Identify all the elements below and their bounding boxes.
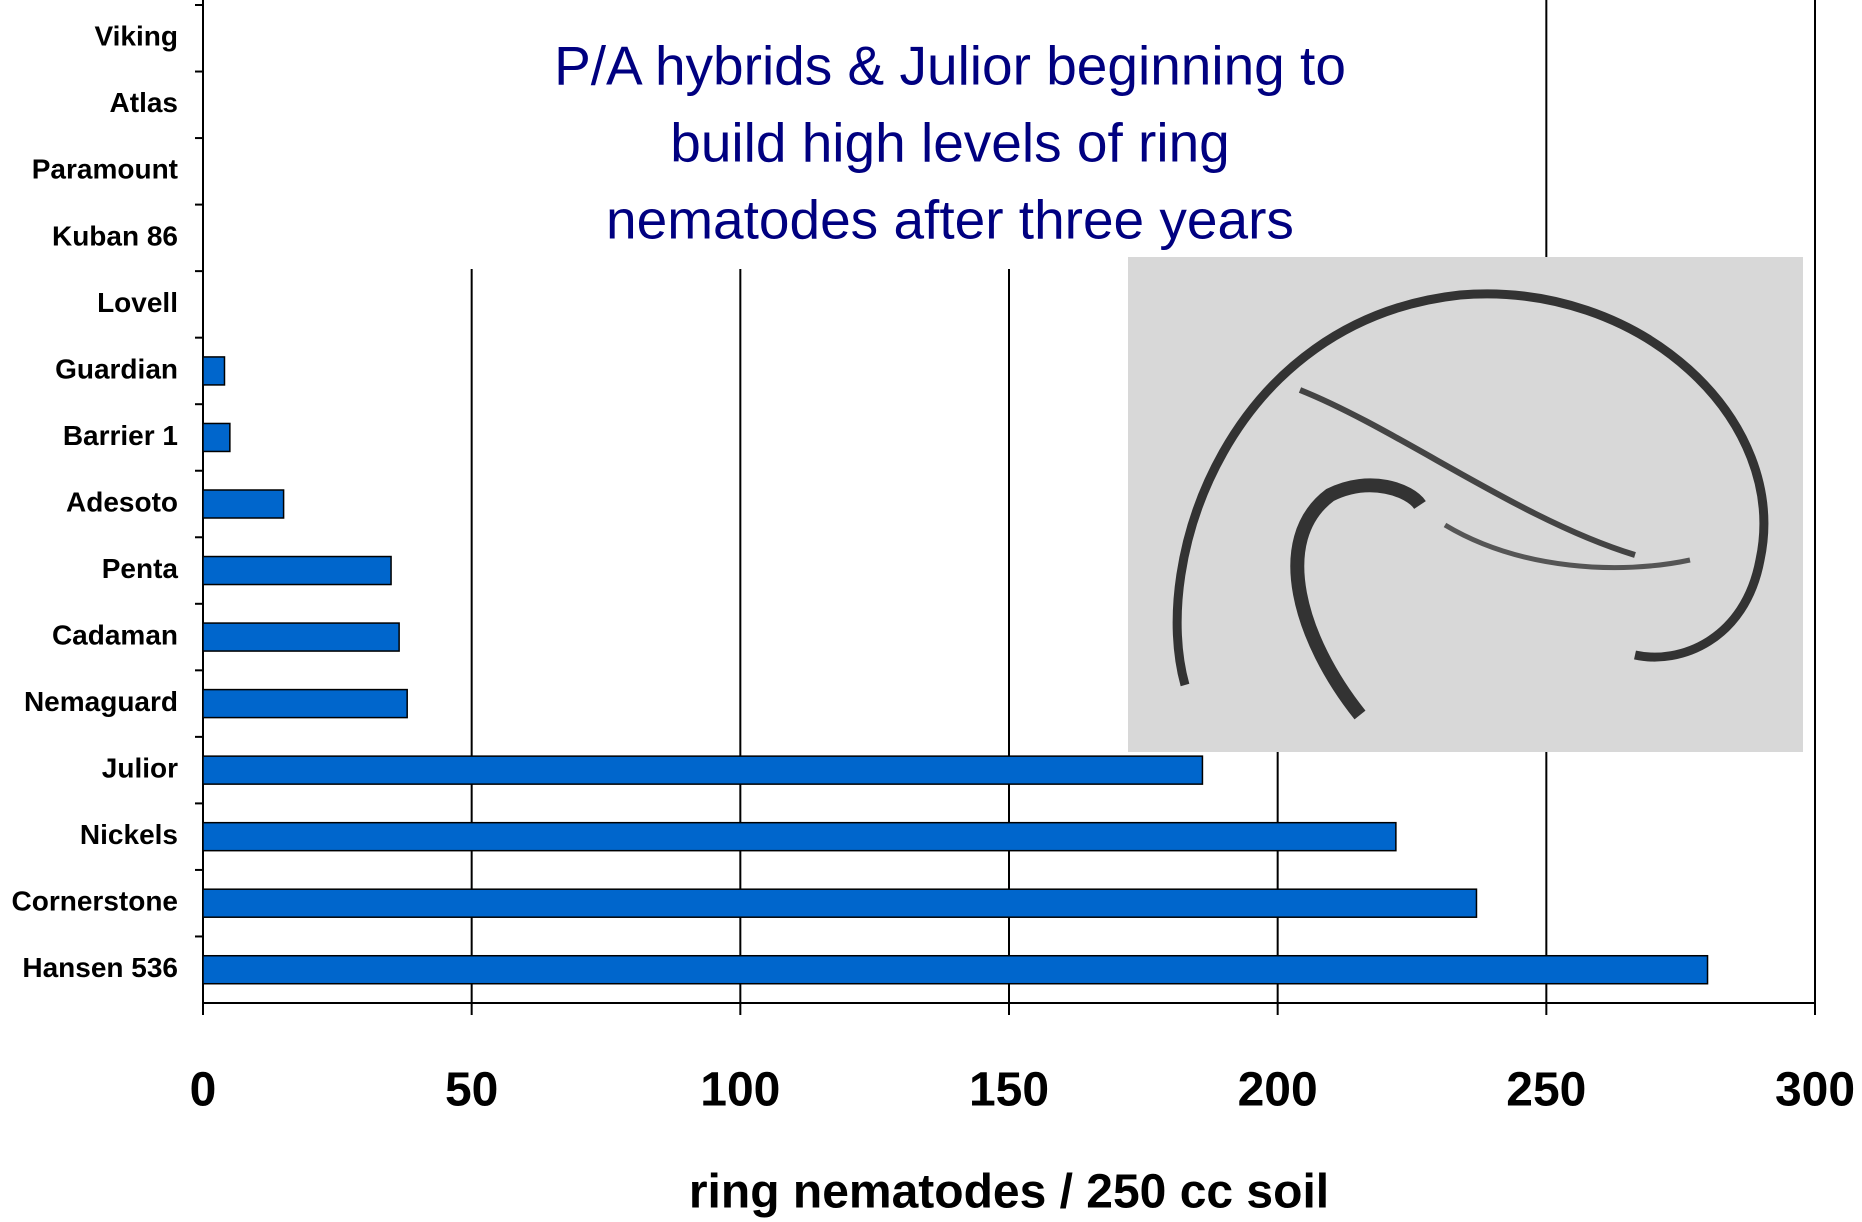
bar <box>202 755 1204 785</box>
x-tick-label: 300 <box>1775 1064 1855 1117</box>
x-tick-label: 50 <box>445 1064 498 1117</box>
y-tick-label: Paramount <box>32 154 178 185</box>
annotation: P/A hybrids & Julior beginning to <box>554 35 1346 97</box>
y-tick-label: Nickels <box>80 819 178 850</box>
annotation-box <box>209 0 1540 269</box>
nematode-photo <box>1128 257 1803 752</box>
x-tick-label: 150 <box>969 1064 1049 1117</box>
x-tick-label: 100 <box>700 1064 780 1117</box>
y-tick-label: Penta <box>102 553 179 584</box>
annotation: build high levels of ring <box>670 112 1230 174</box>
bar <box>202 489 285 519</box>
y-tick-label: Kuban 86 <box>52 220 178 251</box>
bar <box>202 821 1397 852</box>
bar <box>202 622 400 652</box>
x-tick-label: 250 <box>1506 1064 1586 1117</box>
y-tick-label: Hansen 536 <box>22 952 178 983</box>
y-tick-label: Viking <box>94 21 178 52</box>
y-tick-label: Lovell <box>97 287 178 318</box>
y-tick-label: Guardian <box>55 353 178 384</box>
x-tick-label: 200 <box>1238 1064 1318 1117</box>
y-tick-label: Nemaguard <box>24 686 178 717</box>
bar <box>202 422 231 453</box>
y-tick-label: Cadaman <box>52 619 178 650</box>
bar <box>202 954 1709 985</box>
y-tick-label: Adesoto <box>66 486 178 517</box>
annotation: nematodes after three years <box>606 189 1294 251</box>
x-tick-label: 0 <box>190 1064 217 1117</box>
bar <box>202 888 1478 918</box>
y-tick-label: Cornerstone <box>12 886 178 917</box>
y-tick-label: Barrier 1 <box>63 420 178 451</box>
bar <box>202 555 392 586</box>
x-axis-label: ring nematodes / 250 cc soil <box>689 1166 1329 1219</box>
bar <box>202 688 408 719</box>
y-tick-label: Julior <box>102 753 178 784</box>
bar <box>202 356 226 386</box>
y-tick-label: Atlas <box>110 87 178 118</box>
